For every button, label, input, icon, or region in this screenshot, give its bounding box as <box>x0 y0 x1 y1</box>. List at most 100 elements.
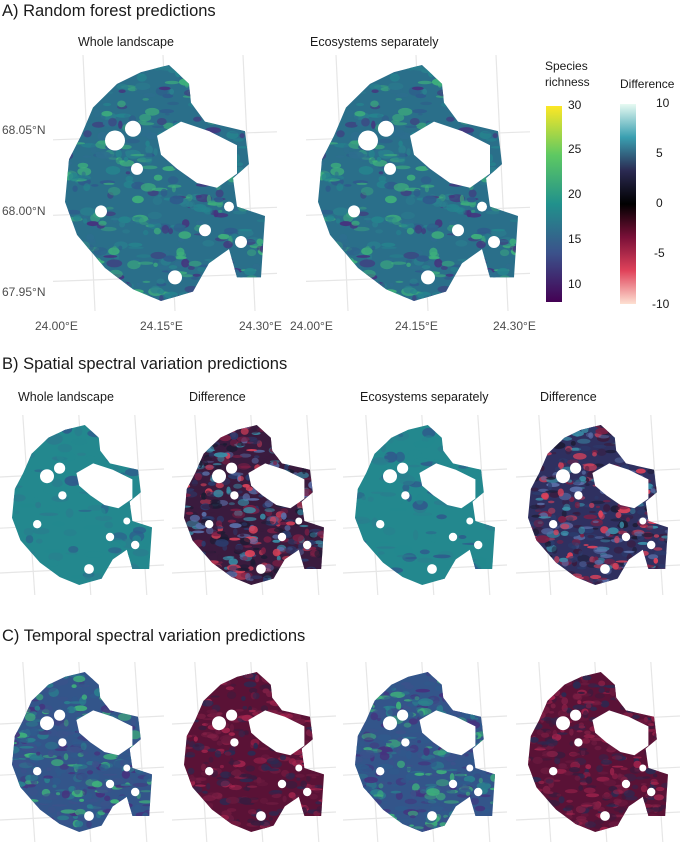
raster-patch <box>107 91 114 94</box>
raster-patch <box>145 672 150 680</box>
raster-patch <box>615 578 626 585</box>
raster-patch <box>572 704 585 710</box>
raster-patch <box>355 791 369 796</box>
raster-patch <box>207 580 214 585</box>
water-body <box>230 491 239 500</box>
raster-patch <box>260 819 271 827</box>
raster-patch <box>353 226 370 232</box>
raster-patch <box>20 767 27 774</box>
richness-tick: 20 <box>568 187 582 201</box>
raster-patch <box>25 721 38 727</box>
raster-patch <box>141 165 158 170</box>
raster-patch <box>630 562 641 567</box>
raster-patch <box>355 793 367 797</box>
raster-patch <box>200 499 213 505</box>
raster-patch <box>22 820 38 828</box>
raster-patch <box>659 485 666 494</box>
raster-patch <box>226 489 232 495</box>
raster-patch <box>511 74 518 78</box>
raster-patch <box>641 461 650 466</box>
raster-patch <box>216 779 231 787</box>
raster-patch <box>115 149 122 159</box>
raster-patch <box>377 114 383 118</box>
raster-patch <box>268 426 273 430</box>
water-body <box>556 469 570 484</box>
raster-patch <box>55 730 69 738</box>
raster-patch <box>645 524 654 531</box>
raster-patch <box>312 683 324 690</box>
raster-patch <box>663 425 668 430</box>
raster-patch <box>134 507 146 514</box>
raster-patch <box>48 552 63 562</box>
raster-patch <box>63 753 69 761</box>
raster-patch <box>531 514 542 518</box>
raster-patch <box>168 228 173 235</box>
raster-patch <box>569 728 574 736</box>
raster-patch <box>247 171 261 180</box>
raster-patch <box>171 185 176 193</box>
raster-patch <box>306 705 312 712</box>
raster-patch <box>450 267 459 272</box>
raster-patch <box>12 717 21 721</box>
raster-patch <box>261 520 275 525</box>
raster-patch <box>663 537 668 543</box>
raster-patch <box>86 820 92 828</box>
raster-patch <box>413 440 432 448</box>
raster-patch <box>661 782 668 789</box>
raster-patch <box>288 572 298 580</box>
raster-patch <box>202 732 207 736</box>
raster-patch <box>107 825 116 831</box>
raster-patch <box>296 706 307 712</box>
raster-patch <box>498 275 511 283</box>
raster-patch <box>229 757 234 766</box>
raster-patch <box>113 280 128 290</box>
raster-patch <box>244 673 254 679</box>
raster-patch <box>301 762 312 765</box>
raster-patch <box>274 527 284 533</box>
raster-patch <box>355 560 364 572</box>
raster-patch <box>368 113 384 118</box>
raster-patch <box>184 694 188 702</box>
raster-patch <box>279 754 287 761</box>
raster-patch <box>301 459 309 464</box>
raster-patch <box>492 133 498 139</box>
raster-patch <box>87 429 105 438</box>
raster-patch <box>340 87 348 96</box>
raster-patch <box>634 437 648 445</box>
raster-patch <box>318 238 329 244</box>
raster-patch <box>139 712 151 717</box>
raster-patch <box>201 492 207 500</box>
raster-patch <box>120 705 128 708</box>
raster-patch <box>201 504 214 510</box>
raster-patch <box>659 527 664 530</box>
raster-patch <box>598 434 610 439</box>
raster-patch <box>138 474 152 481</box>
water-body <box>448 779 458 789</box>
raster-patch <box>74 65 89 73</box>
raster-patch <box>640 783 647 786</box>
raster-patch <box>228 828 240 832</box>
raster-patch <box>532 709 537 714</box>
water-body <box>131 787 140 797</box>
water-body <box>277 779 287 789</box>
raster-patch <box>368 283 380 289</box>
raster-patch <box>28 685 39 688</box>
raster-patch <box>390 691 405 698</box>
raster-patch <box>632 784 639 790</box>
raster-patch <box>435 67 440 75</box>
raster-patch <box>567 429 577 433</box>
raster-patch <box>202 577 208 583</box>
raster-patch <box>276 425 282 430</box>
raster-patch <box>111 672 124 675</box>
raster-patch <box>184 710 191 715</box>
raster-patch <box>204 694 211 698</box>
raster-patch <box>590 500 605 505</box>
lake <box>76 463 133 509</box>
raster-patch <box>187 767 195 775</box>
raster-patch <box>184 432 192 438</box>
raster-patch <box>508 109 518 112</box>
raster-patch <box>106 458 111 462</box>
raster-patch <box>210 573 217 576</box>
raster-patch <box>257 172 265 177</box>
raster-patch <box>560 530 569 536</box>
